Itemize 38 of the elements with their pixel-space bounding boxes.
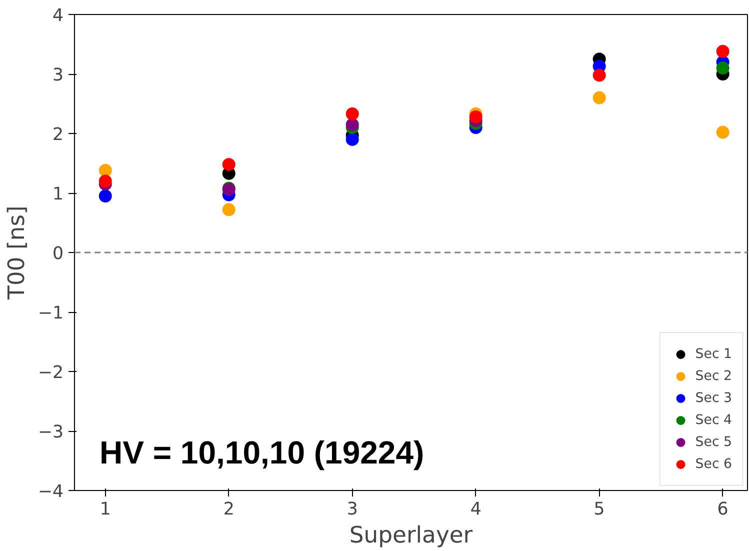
point bbox=[346, 107, 359, 120]
point bbox=[98, 174, 112, 188]
x-tick-label: 2 bbox=[223, 500, 234, 520]
legend-label: Sec 6 bbox=[695, 456, 732, 474]
point bbox=[346, 132, 359, 146]
x-tick-label: 1 bbox=[100, 500, 111, 520]
legend-label: Sec 2 bbox=[695, 368, 732, 386]
annotation: HV = 10,10,10 (19224) bbox=[100, 434, 424, 470]
point bbox=[346, 118, 359, 132]
x-tick-label: 4 bbox=[470, 500, 482, 520]
point bbox=[222, 203, 236, 216]
legend-label: Sec 3 bbox=[695, 390, 732, 408]
point bbox=[716, 44, 730, 58]
y-tick-label: −3 bbox=[38, 422, 64, 442]
y-tick-label: 2 bbox=[52, 125, 64, 145]
legend-label: Sec 4 bbox=[695, 412, 732, 430]
point bbox=[592, 68, 606, 82]
legend-label: Sec 1 bbox=[695, 346, 732, 364]
legend-label: Sec 5 bbox=[695, 434, 732, 452]
x-tick-label: 3 bbox=[346, 500, 358, 520]
point bbox=[716, 126, 730, 139]
y-tick-label: 0 bbox=[52, 244, 64, 264]
point bbox=[98, 164, 112, 177]
y-tick-label: −1 bbox=[38, 304, 64, 324]
x-tick-label: 6 bbox=[717, 500, 728, 520]
point bbox=[716, 62, 730, 75]
y-tick-label: 3 bbox=[52, 66, 64, 86]
y-tick-label: −2 bbox=[38, 363, 64, 383]
point bbox=[98, 189, 112, 202]
y-tick-label: 1 bbox=[52, 184, 64, 204]
point bbox=[469, 110, 482, 124]
point bbox=[592, 91, 606, 104]
x-tick-label: 5 bbox=[594, 500, 605, 520]
y-axis-title: T00 [ns] bbox=[4, 206, 30, 300]
x-axis-title: Superlayer bbox=[349, 522, 474, 548]
point bbox=[222, 158, 236, 171]
y-tick-label: 4 bbox=[52, 6, 64, 26]
y-tick-label: −4 bbox=[38, 482, 64, 502]
